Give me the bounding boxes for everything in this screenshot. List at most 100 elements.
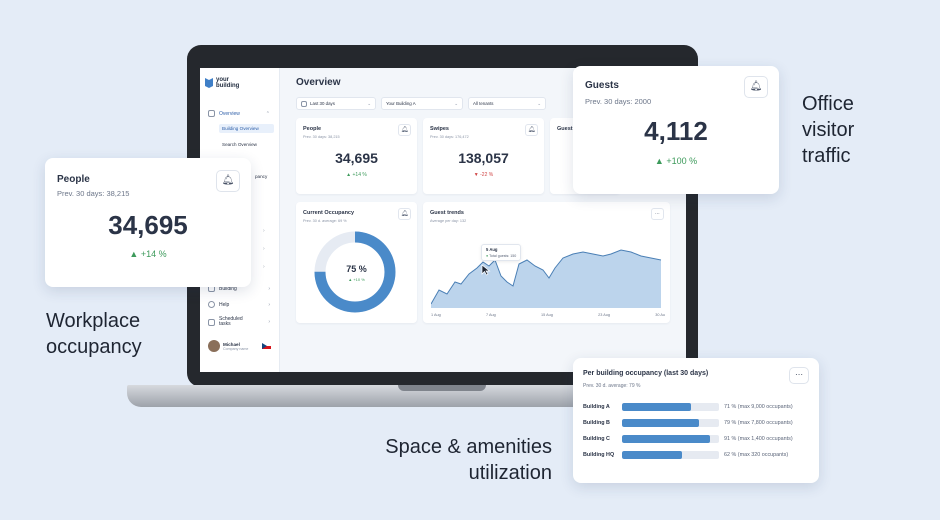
delta-value: +14 % <box>352 172 367 178</box>
occupancy-value: 75 % <box>346 264 367 274</box>
chart-tooltip: 5 Aug ● Total guests: 150 <box>481 244 522 261</box>
bell-icon[interactable]: 🔔︎ <box>216 170 240 192</box>
calendar-icon <box>208 318 215 326</box>
occupancy-text: 62 % (max 320 occupants) <box>724 452 789 458</box>
app-screen: your building Overview ⌃ Building Overvi… <box>200 68 686 372</box>
logo-text: your building <box>216 77 240 89</box>
card-title: Guest trends <box>430 210 464 216</box>
x-axis-tick-label: 1 Aug <box>431 313 441 317</box>
building-row: Building C 91 % (max 1,400 occupants) <box>583 435 793 443</box>
chevron-right-icon: › <box>268 301 270 308</box>
trend-area <box>431 250 661 308</box>
sidebar-item-label: Scheduled tasks <box>219 316 243 327</box>
sidebar-item-label: Overview <box>219 110 240 117</box>
date-range-select[interactable]: Last 30 days ⌄ <box>296 97 376 110</box>
x-axis-labels: 1 Aug 7 Aug 15 Aug 23 Aug 30 Au <box>431 313 665 317</box>
x-axis-tick-label: 23 Aug <box>598 313 610 317</box>
chevron-right-icon[interactable]: › <box>263 246 265 252</box>
bell-icon[interactable]: 🔔︎ <box>744 76 768 98</box>
chevron-down-icon: ⌄ <box>537 100 541 106</box>
occupancy-bar-track <box>622 451 719 459</box>
tooltip-value: Total guests: 150 <box>489 254 517 258</box>
card-subtitle: Prev. 30 days: 38,215 <box>303 135 340 139</box>
building-row: Building HQ 62 % (max 320 occupants) <box>583 451 788 459</box>
occupancy-bar-fill <box>622 419 699 427</box>
logo-icon <box>205 78 213 88</box>
building-label: Building C <box>583 436 610 442</box>
chevron-right-icon: › <box>268 319 270 325</box>
occupancy-text: 79 % (max 7,800 occupants) <box>724 420 793 426</box>
card-value: 34,695 <box>108 210 188 240</box>
building-label: Building B <box>583 420 610 426</box>
card-delta: ▲ +14 % <box>129 249 167 259</box>
card-delta: ▲ +100 % <box>654 156 698 166</box>
filter-label: Last 30 days <box>310 101 335 106</box>
card-value: 138,057 <box>458 150 509 166</box>
chevron-right-icon[interactable]: › <box>263 264 265 270</box>
sidebar-subitem-search-overview[interactable]: Search Overview <box>222 142 257 147</box>
card-title: People <box>303 126 322 132</box>
sidebar-subitem-partial[interactable]: pancy <box>255 174 268 179</box>
card-title: Swipes <box>430 126 449 132</box>
building-occupancy-overlay-card: Per building occupancy (last 30 days) Pr… <box>573 358 819 483</box>
calendar-icon <box>301 100 307 107</box>
x-axis-tick-label: 15 Aug <box>541 313 553 317</box>
sidebar-item-scheduled-tasks[interactable]: Scheduled tasks › <box>208 317 270 327</box>
more-icon[interactable]: ⋯ <box>789 367 809 384</box>
occupancy-bar-track <box>622 403 719 411</box>
building-label: Building A <box>583 404 610 410</box>
tooltip-text: ● Total guests: 150 <box>486 254 517 258</box>
bell-icon[interactable]: 🔔︎ <box>525 124 538 136</box>
avatar <box>208 340 220 352</box>
building-select[interactable]: Your Building A ⌄ <box>381 97 463 110</box>
occupancy-bar-fill <box>622 435 711 443</box>
occupancy-bar-track <box>622 435 719 443</box>
card-title: Guests <box>585 80 619 91</box>
tenant-select[interactable]: All tenants ⌄ <box>468 97 546 110</box>
guest-trend-chart <box>431 249 662 308</box>
sidebar-item-label: Help <box>219 301 230 308</box>
people-card: People Prev. 30 days: 38,215 🔔︎ 34,695 ▲… <box>296 118 417 194</box>
user-company: Company name <box>223 346 249 351</box>
card-subtitle: Prev. 30 days: 176,472 <box>430 135 469 139</box>
chevron-up-icon: ⌃ <box>265 110 270 117</box>
logo[interactable]: your building <box>205 77 252 89</box>
occupancy-bar-track <box>622 419 719 427</box>
guests-overlay-card: Guests Prev. 30 days: 2000 🔔︎ 4,112 ▲ +1… <box>573 66 779 194</box>
x-axis-tick-label: 30 Au <box>655 313 665 317</box>
bell-icon[interactable]: 🔔︎ <box>398 208 411 220</box>
card-value: 4,112 <box>644 116 708 146</box>
card-subtitle: Prev. 30 d. average: 79 % <box>583 383 641 389</box>
guest-trends-card: Guest trends Average per day: 132 ⋯ 5 Au… <box>423 202 670 323</box>
people-overlay-card: People Prev. 30 days: 38,215 🔔︎ 34,695 ▲… <box>45 158 251 287</box>
sidebar-item-help[interactable]: Help › <box>208 301 270 308</box>
building-row: Building B 79 % (max 7,800 occupants) <box>583 419 793 427</box>
chevron-down-icon: ⌄ <box>367 100 371 106</box>
card-title: Current Occupancy <box>303 210 355 216</box>
current-occupancy-card: Current Occupancy Prev. 30 d. average: 6… <box>296 202 417 323</box>
x-axis-tick-label: 7 Aug <box>486 313 496 317</box>
occupancy-text: 71 % (max 9,000 occupants) <box>724 404 793 410</box>
cursor-icon <box>481 264 491 276</box>
laptop-notch <box>398 385 486 391</box>
card-title: Per building occupancy (last 30 days) <box>583 370 709 377</box>
sidebar-subitem-building-overview[interactable]: Building Overview <box>219 124 274 133</box>
occupancy-text: 91 % (max 1,400 occupants) <box>724 436 793 442</box>
delta-value: +14 % <box>140 249 167 259</box>
czech-flag-icon[interactable] <box>262 343 271 349</box>
card-subtitle: Prev. 30 days: 2000 <box>585 97 652 106</box>
caption-space-utilization: Space & amenities utilization <box>385 436 552 484</box>
card-title: People <box>57 174 90 185</box>
chevron-right-icon[interactable]: › <box>263 228 265 234</box>
sidebar-item-overview[interactable]: Overview ⌃ <box>208 110 270 117</box>
page-title: Overview <box>296 77 341 88</box>
user-profile[interactable]: Michael Company name <box>208 340 248 352</box>
occupancy-bar-fill <box>622 451 683 459</box>
card-delta: ▲ +14 % <box>346 172 367 178</box>
occupancy-delta: ▲ +10 % <box>348 277 365 282</box>
donut-fill <box>314 231 396 313</box>
bell-icon[interactable]: 🔔︎ <box>398 124 411 136</box>
caption-workplace-occupancy: Workplace occupancy <box>46 310 142 358</box>
building-row: Building A 71 % (max 9,000 occupants) <box>583 403 793 411</box>
more-icon[interactable]: ⋯ <box>651 208 664 220</box>
